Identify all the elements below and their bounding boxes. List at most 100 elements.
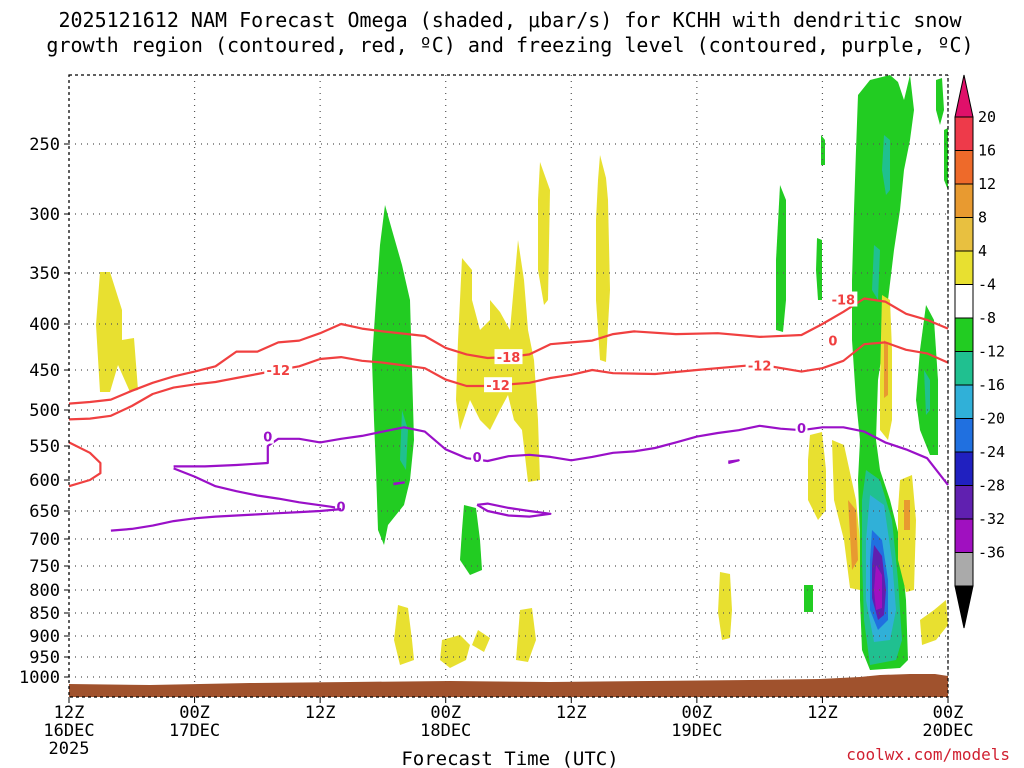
contour-label-bg bbox=[745, 357, 774, 373]
colorbar-label: 8 bbox=[978, 209, 987, 227]
y-tick-label: 700 bbox=[29, 530, 60, 550]
y-tick-label: 800 bbox=[29, 581, 60, 601]
omega-positive-area bbox=[596, 155, 610, 362]
colorbar-top-arrow bbox=[954, 74, 974, 118]
y-tick-label: 950 bbox=[29, 648, 60, 668]
colorbar-swatch bbox=[954, 250, 974, 285]
x-tick-label: 18DEC bbox=[420, 721, 471, 741]
colorbar-label: -28 bbox=[978, 477, 1005, 495]
omega-positive-area bbox=[440, 635, 470, 668]
x-tick-label: 17DEC bbox=[169, 721, 220, 741]
omega-negative-area bbox=[872, 245, 880, 300]
colorbar-label: -24 bbox=[978, 443, 1005, 461]
contour-label: -12 bbox=[267, 364, 291, 379]
colorbar-label: -32 bbox=[978, 510, 1005, 528]
plot-border bbox=[68, 74, 949, 698]
contour-label: 0 bbox=[797, 422, 806, 437]
y-tick-label: 350 bbox=[29, 264, 60, 284]
y-tick-label: 850 bbox=[29, 604, 60, 624]
omega-positive-area bbox=[718, 572, 732, 640]
y-tick-label: 400 bbox=[29, 315, 60, 335]
y-tick-label: 550 bbox=[29, 437, 60, 457]
y-tick-label: 250 bbox=[29, 135, 60, 155]
y-tick-label: 750 bbox=[29, 557, 60, 577]
colorbar-label: -36 bbox=[978, 544, 1005, 562]
contour-label-bg bbox=[484, 377, 513, 393]
colorbar-swatch bbox=[954, 284, 974, 319]
contour-label-bg bbox=[795, 420, 808, 435]
colorbar-swatch bbox=[954, 518, 974, 553]
omega-positive-area bbox=[394, 605, 414, 665]
omega-positive-area bbox=[920, 600, 948, 645]
colorbar-swatch bbox=[954, 485, 974, 520]
contour-label-bg bbox=[829, 291, 858, 307]
contour-label: 0 bbox=[337, 501, 346, 516]
colorbar-swatch bbox=[954, 116, 974, 151]
omega-negative-area bbox=[804, 585, 813, 612]
x-tick-label: 20DEC bbox=[922, 721, 973, 741]
chart-title-line2: growth region (contoured, red, ºC) and f… bbox=[46, 33, 973, 57]
contour-label: -12 bbox=[486, 379, 510, 394]
y-tick-label: 600 bbox=[29, 471, 60, 491]
colorbar-label: 16 bbox=[978, 142, 996, 160]
colorbar-label: 20 bbox=[978, 108, 996, 126]
x-tick-label: 12Z bbox=[807, 703, 838, 723]
colorbar-swatch bbox=[954, 384, 974, 419]
chart-title-line1: 2025121612 NAM Forecast Omega (shaded, μ… bbox=[58, 8, 962, 32]
x-tick-label: 12Z bbox=[556, 703, 587, 723]
colorbar-swatch bbox=[954, 183, 974, 218]
contour-line bbox=[173, 424, 949, 486]
contour-label-bg bbox=[826, 332, 839, 348]
x-tick-label: 00Z bbox=[430, 703, 461, 723]
colorbar-label: 12 bbox=[978, 175, 996, 193]
contour-label-bg bbox=[471, 448, 484, 464]
colorbar-swatch bbox=[954, 317, 974, 352]
x-tick-label: 12Z bbox=[305, 703, 336, 723]
contour-line bbox=[728, 459, 740, 465]
y-axis: 250 300 350 400 450 500 550 600 650 700 750 800 850 9… bbox=[19, 135, 69, 688]
y-tick-label: 1000 bbox=[19, 668, 60, 688]
omega-positive-area bbox=[96, 272, 138, 392]
credit-text: coolwx.com/models bbox=[846, 745, 1010, 764]
contour-label-bg bbox=[264, 362, 293, 377]
colorbar-swatch bbox=[954, 451, 974, 486]
contour-label: -12 bbox=[748, 359, 772, 374]
omega-positive-area bbox=[898, 475, 916, 592]
y-tick-label: 500 bbox=[29, 401, 60, 421]
contour-label-bg bbox=[494, 349, 523, 365]
contour-label: 0 bbox=[473, 451, 482, 466]
contour-line bbox=[393, 481, 405, 486]
colorbar-swatch bbox=[954, 351, 974, 386]
omega-positive-area bbox=[884, 340, 888, 398]
y-tick-label: 450 bbox=[29, 361, 60, 381]
contour-label: -18 bbox=[832, 294, 856, 309]
colorbar-label: -20 bbox=[978, 410, 1005, 428]
omega-positive-area bbox=[538, 162, 550, 305]
colorbar-label: -16 bbox=[978, 376, 1005, 394]
x-tick-label: 00Z bbox=[179, 703, 210, 723]
grid bbox=[68, 75, 949, 697]
contour-label-bg bbox=[261, 428, 274, 444]
omega-negative-area bbox=[874, 565, 882, 610]
colorbar-label: -12 bbox=[978, 343, 1005, 361]
contour-line bbox=[110, 508, 342, 532]
colorbar-swatch bbox=[954, 418, 974, 453]
y-tick-label: 650 bbox=[29, 502, 60, 522]
colorbar-swatch bbox=[954, 217, 974, 252]
contour-line bbox=[68, 441, 102, 488]
dendritic-growth-contours: -18 -18 -12 -12 -12 0 bbox=[68, 291, 949, 488]
contour-line bbox=[476, 502, 552, 518]
x-axis-label: Forecast Time (UTC) bbox=[401, 748, 618, 768]
x-tick-label: 2025 bbox=[49, 739, 90, 759]
contour-label: -18 bbox=[497, 351, 521, 366]
contour-line bbox=[68, 341, 949, 421]
colorbar-swatch bbox=[954, 552, 974, 587]
omega-positive-area bbox=[808, 432, 826, 520]
y-tick-label: 300 bbox=[29, 205, 60, 225]
omega-negative-area bbox=[460, 505, 482, 575]
colorbar-bottom-arrow bbox=[954, 585, 974, 629]
omega-negative-area bbox=[776, 185, 786, 332]
omega-negative-area bbox=[821, 135, 825, 165]
terrain-fill bbox=[69, 674, 948, 697]
